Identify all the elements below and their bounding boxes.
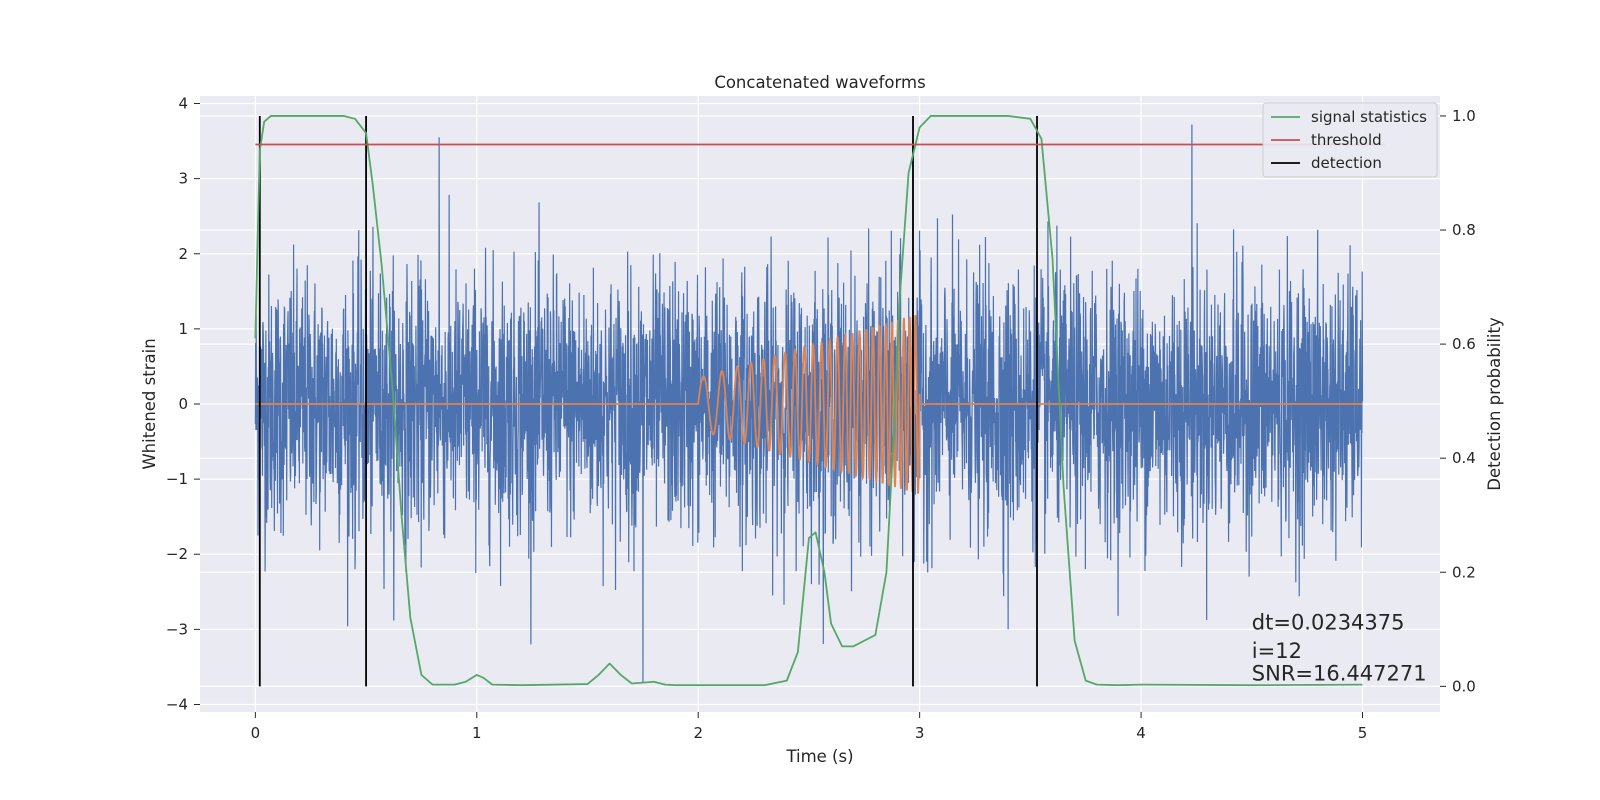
- y2-tick-label: 0.4: [1452, 449, 1476, 467]
- y-tick-label: −4: [166, 695, 188, 713]
- left-y-ticks: −4 −3 −2 −1 0 1 2 3 4: [166, 95, 200, 713]
- legend-box: [1262, 102, 1438, 178]
- y-tick-label: 2: [178, 245, 188, 263]
- x-tick-label: 1: [472, 724, 482, 742]
- y-tick-label: −2: [166, 545, 188, 563]
- y2-tick-label: 1.0: [1452, 107, 1476, 125]
- right-y-ticks: 0.0 0.2 0.4 0.6 0.8 1.0: [1440, 107, 1476, 695]
- annotation-text: SNR=16.447271: [1252, 661, 1427, 685]
- y-tick-label: −1: [166, 470, 188, 488]
- legend-label-threshold: threshold: [1311, 131, 1382, 149]
- x-tick-label: 5: [1358, 724, 1368, 742]
- legend-label-signal-statistics: signal statistics: [1311, 108, 1427, 126]
- y2-tick-label: 0.8: [1452, 221, 1476, 239]
- legend: signal statistics threshold detection: [1262, 102, 1438, 178]
- y-tick-label: 1: [178, 320, 188, 338]
- y2-tick-label: 0.2: [1452, 563, 1476, 581]
- x-tick-label: 3: [915, 724, 925, 742]
- x-tick-label: 4: [1136, 724, 1146, 742]
- y-tick-label: 3: [178, 170, 188, 188]
- y-tick-label: 0: [178, 395, 188, 413]
- legend-label-detection: detection: [1311, 154, 1382, 172]
- series-layer: [254, 115, 1385, 687]
- x-tick-label: 0: [251, 724, 261, 742]
- y-axis-label: Whitened strain: [140, 338, 159, 469]
- y-tick-label: 4: [178, 95, 188, 113]
- y2-axis-label: Detection probability: [1485, 317, 1504, 491]
- y-tick-label: −3: [166, 620, 188, 638]
- x-ticks: 0 1 2 3 4 5: [251, 712, 1368, 742]
- series-signal-statistics: [254, 115, 1363, 687]
- y2-tick-label: 0.0: [1452, 677, 1476, 695]
- series-whitened-strain: [254, 124, 1364, 682]
- chart-title: Concatenated waveforms: [714, 73, 925, 92]
- x-axis-label: Time (s): [785, 747, 853, 766]
- y2-tick-label: 0.6: [1452, 335, 1476, 353]
- annotation-text: i=12: [1252, 639, 1302, 663]
- series-injected-waveform: [255, 314, 1363, 494]
- x-tick-label: 2: [693, 724, 703, 742]
- annotation-text: dt=0.0234375: [1252, 610, 1405, 634]
